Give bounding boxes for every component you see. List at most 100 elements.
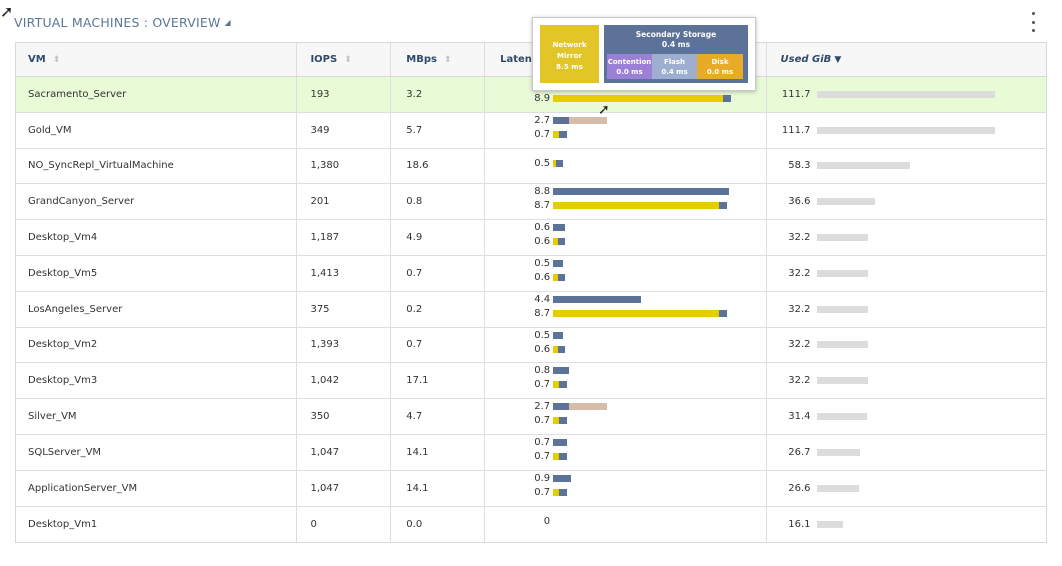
cell-vm-name: GrandCanyon_Server <box>16 184 298 220</box>
title-caret-icon: ◢ <box>224 17 231 27</box>
tooltip-contention: Contention 0.0 ms <box>607 54 652 79</box>
cell-iops: 350 <box>297 399 392 434</box>
column-header-mbps[interactable]: MBps ⬍ <box>391 43 486 76</box>
table-row[interactable]: GrandCanyon_Server 201 0.8 8.8 8.7 36.6 <box>16 184 1046 221</box>
cell-mbps-text: 18.6 <box>406 160 429 172</box>
table-row[interactable]: Desktop_Vm3 1,042 17.1 0.8 0.7 32.2 <box>16 363 1046 400</box>
cell-mbps: 14.1 <box>391 470 486 506</box>
latency-value: 0.8 <box>534 365 551 377</box>
cell-vm-name-text: Desktop_Vm3 <box>28 375 98 387</box>
tooltip-flash-value: 0.4 ms <box>661 68 688 76</box>
cell-mbps-text: 4.7 <box>406 411 423 423</box>
table-row[interactable]: LosAngeles_Server 375 0.2 4.4 8.7 32.2 <box>16 291 1046 328</box>
used-value: 58.3 <box>788 160 811 172</box>
table-row[interactable]: Silver_VM 350 4.7 2.7 0.7 31.4 <box>16 399 1046 435</box>
column-header-label: IOPS <box>310 54 338 65</box>
latency-value: 8.7 <box>534 200 551 212</box>
latency-value: 0.9 <box>534 472 551 484</box>
cell-mbps: 18.6 <box>391 148 486 184</box>
mouse-cursor-icon: ➚ <box>0 2 14 21</box>
cell-mbps-text: 17.1 <box>406 375 429 387</box>
sort-icon: ⬍ <box>443 54 452 65</box>
latency-value: 0.5 <box>534 257 551 269</box>
cell-iops: 0 <box>297 506 392 543</box>
cell-iops: 201 <box>297 184 392 220</box>
cell-mbps-text: 3.2 <box>406 88 423 100</box>
latency-value: 0.7 <box>534 415 551 427</box>
latency-bar-primary <box>553 403 570 411</box>
cell-vm-name-text: SQLServer_VM <box>28 446 102 458</box>
tooltip-disk: Disk 0.0 ms <box>697 54 743 79</box>
panel-title[interactable]: VIRTUAL MACHINES : OVERVIEW ◢ <box>14 14 231 30</box>
cell-latency: 4.4 8.7 <box>485 291 767 327</box>
cell-latency: 0.9 0.7 <box>485 470 767 506</box>
cell-iops-text: 0 <box>310 518 317 530</box>
used-bar <box>816 341 868 349</box>
latency-bar-mirror <box>553 202 720 210</box>
latency-value: 0.7 <box>534 436 551 448</box>
table-row[interactable]: Desktop_Vm5 1,413 0.7 0.5 0.6 32.2 <box>16 255 1046 292</box>
latency-bar-mirror <box>553 417 559 425</box>
cell-latency: 0.5 <box>485 148 767 184</box>
cell-vm-name: Desktop_Vm4 <box>16 220 298 255</box>
tooltip-network-mirror: Network Mirror 8.5 ms <box>540 25 599 83</box>
latency-bar-mirror <box>553 309 720 317</box>
cell-latency: 8.8 8.7 <box>485 184 767 220</box>
cell-vm-name: Desktop_Vm2 <box>16 327 298 363</box>
cell-used: 111.7 <box>767 77 1046 112</box>
cell-iops: 1,393 <box>297 327 392 363</box>
column-header-latency[interactable]: Latency <box>485 43 767 76</box>
cell-mbps: 4.9 <box>391 220 486 255</box>
cell-mbps-text: 0.2 <box>406 303 423 315</box>
tooltip-contention-label: Contention <box>607 58 652 66</box>
cell-mbps-text: 14.1 <box>406 446 429 458</box>
latency-bar-storage <box>557 238 566 246</box>
cell-mbps-text: 0.0 <box>406 518 423 530</box>
cell-iops: 1,042 <box>297 363 392 399</box>
column-header-used[interactable]: Used GiB ▼ <box>767 43 1046 76</box>
tooltip-disk-value: 0.0 ms <box>706 68 734 76</box>
column-header-vm[interactable]: VM ⬍ <box>16 43 298 76</box>
used-bar <box>816 269 868 277</box>
table-row[interactable]: Desktop_Vm2 1,393 0.7 0.5 0.6 32.2 <box>16 327 1046 364</box>
cell-vm-name: Gold_VM <box>16 112 298 148</box>
used-value: 111.7 <box>781 124 811 136</box>
kebab-menu-icon[interactable] <box>1027 12 1039 32</box>
cell-mbps: 0.7 <box>391 255 486 291</box>
tooltip-flash-label: Flash <box>663 58 686 66</box>
cell-vm-name-text: Desktop_Vm1 <box>28 518 98 530</box>
table-row[interactable]: Gold_VM 349 5.7 2.7 0.7 111.7 <box>16 112 1046 149</box>
latency-value: 0.7 <box>534 128 551 140</box>
cell-vm-name: ApplicationServer_VM <box>16 470 298 506</box>
cell-mbps: 0.8 <box>391 184 486 220</box>
latency-bar-mirror <box>553 130 559 138</box>
latency-bar-mirror <box>553 381 559 389</box>
latency-value: 0.7 <box>534 450 551 462</box>
column-header-iops[interactable]: IOPS ⬍ <box>297 43 392 76</box>
latency-bar-storage <box>558 417 568 425</box>
latency-value: 0.7 <box>534 486 551 498</box>
tooltip-disk-label: Disk <box>711 58 729 66</box>
cell-mbps: 14.1 <box>391 434 486 470</box>
cell-used: 26.6 <box>767 471 1046 506</box>
cell-iops: 1,413 <box>297 255 392 291</box>
table-row[interactable]: NO_SyncRepl_VirtualMachine 1,380 18.6 0.5 58… <box>16 148 1046 185</box>
used-value: 32.2 <box>788 339 811 351</box>
table-row[interactable]: Desktop_Vm1 0 0.0 0 16.1 <box>16 506 1046 543</box>
used-value: 111.7 <box>781 88 811 100</box>
column-header-label: Used GiB <box>780 54 832 65</box>
latency-bar-primary <box>553 259 564 267</box>
latency-value: 2.7 <box>534 114 551 126</box>
cell-mbps: 0.0 <box>391 506 486 543</box>
cell-used: 58.3 <box>767 149 1046 184</box>
table-row[interactable]: ApplicationServer_VM 1,047 14.1 0.9 0.7 26.6 <box>16 470 1046 507</box>
used-value: 32.2 <box>788 303 811 315</box>
table-row[interactable]: SQLServer_VM 1,047 14.1 0.7 0.7 26.7 <box>16 434 1046 471</box>
table-row[interactable]: Desktop_Vm4 1,187 4.9 0.6 0.6 32.2 <box>16 220 1046 256</box>
latency-bar-storage <box>558 130 568 138</box>
latency-bar-primary <box>553 438 568 446</box>
mouse-pointer-icon: ➚ <box>598 102 610 118</box>
cell-iops: 1,047 <box>297 470 392 506</box>
cell-mbps: 0.2 <box>391 291 486 327</box>
